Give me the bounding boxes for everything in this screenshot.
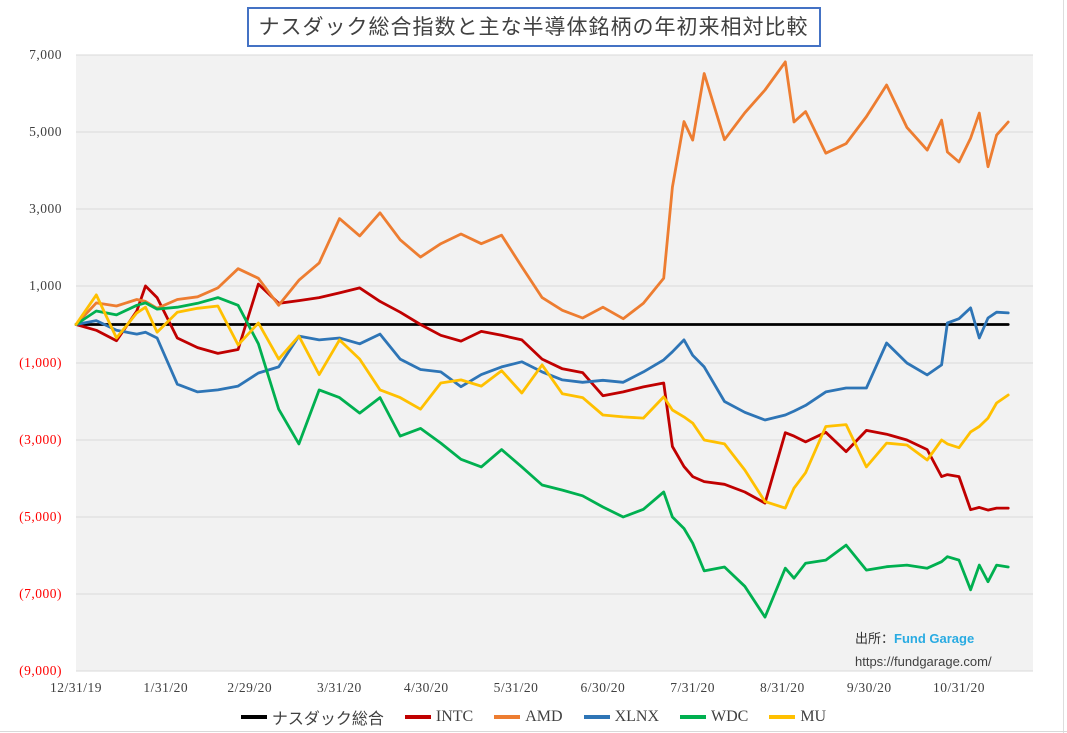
source-url: https://fundgarage.com/ (855, 654, 992, 669)
y-tick-label: 1,000 (29, 278, 62, 293)
y-tick-label: 3,000 (29, 201, 62, 216)
y-tick-label: (1,000) (19, 355, 62, 370)
y-tick-label: (3,000) (19, 432, 62, 447)
x-tick-label: 6/30/20 (580, 680, 626, 695)
series-line-WDC (74, 296, 1010, 619)
legend-label: WDC (711, 708, 749, 725)
y-tick-label: 7,000 (29, 47, 62, 62)
source-note: 出所：Fund Garage https://fundgarage.com/ (855, 627, 992, 673)
legend-label: MU (800, 708, 827, 725)
x-tick-label: 9/30/20 (846, 680, 892, 695)
legend-item-ナスダック総合: ナスダック総合 (240, 705, 384, 729)
legend-label: ナスダック総合 (271, 711, 384, 728)
x-tick-label: 2/29/20 (227, 680, 273, 695)
legend-item-MU: MU (769, 708, 826, 726)
y-tick-label: 5,000 (29, 124, 62, 139)
legend-swatch-icon (769, 715, 796, 719)
source-prefix: 出所： (855, 631, 895, 646)
x-tick-label: 8/31/20 (760, 680, 805, 695)
series-line-XLNX (74, 306, 1010, 422)
legend-item-AMD: AMD (494, 708, 563, 726)
chart-bottom-border (0, 731, 1067, 732)
series-line-AMD (74, 60, 1010, 326)
source-line: 出所：Fund Garage (855, 627, 992, 650)
legend-swatch-icon (583, 715, 610, 719)
legend-swatch-icon (494, 715, 521, 719)
x-tick-label: 3/31/20 (317, 680, 362, 695)
y-tick-label: (7,000) (19, 586, 62, 601)
x-tick-label: 12/31/19 (49, 680, 103, 695)
series-line-MU (74, 293, 1010, 510)
y-tick-label: (9,000) (19, 663, 62, 678)
x-tick-label: 1/31/20 (143, 680, 189, 695)
x-tick-label: 4/30/20 (403, 680, 449, 695)
y-tick-label: (5,000) (19, 509, 62, 524)
x-tick-label: 7/31/20 (670, 680, 716, 695)
chart-title: ナスダック総合指数と主な半導体銘柄の年初来相対比較 (246, 7, 821, 47)
legend-swatch-icon (404, 715, 431, 719)
legend-item-WDC: WDC (680, 708, 748, 726)
legend-item-XLNX: XLNX (583, 708, 659, 726)
chart-legend: ナスダック総合 INTC AMD XLNX WDC MU (0, 705, 1067, 729)
legend-swatch-icon (240, 715, 267, 719)
legend-label: AMD (525, 708, 563, 725)
legend-swatch-icon (680, 715, 706, 719)
legend-label: INTC (435, 708, 474, 725)
x-tick-label: 5/31/20 (493, 680, 539, 695)
chart-right-border (1063, 0, 1064, 733)
legend-label: XLNX (614, 708, 659, 725)
chart-title-text: ナスダック総合指数と主な半導体銘柄の年初来相対比較 (258, 15, 809, 39)
source-brand: Fund Garage (894, 631, 975, 646)
legend-item-INTC: INTC (404, 708, 474, 726)
x-tick-label: 10/31/20 (932, 680, 986, 695)
series-line-INTC (74, 282, 1010, 512)
